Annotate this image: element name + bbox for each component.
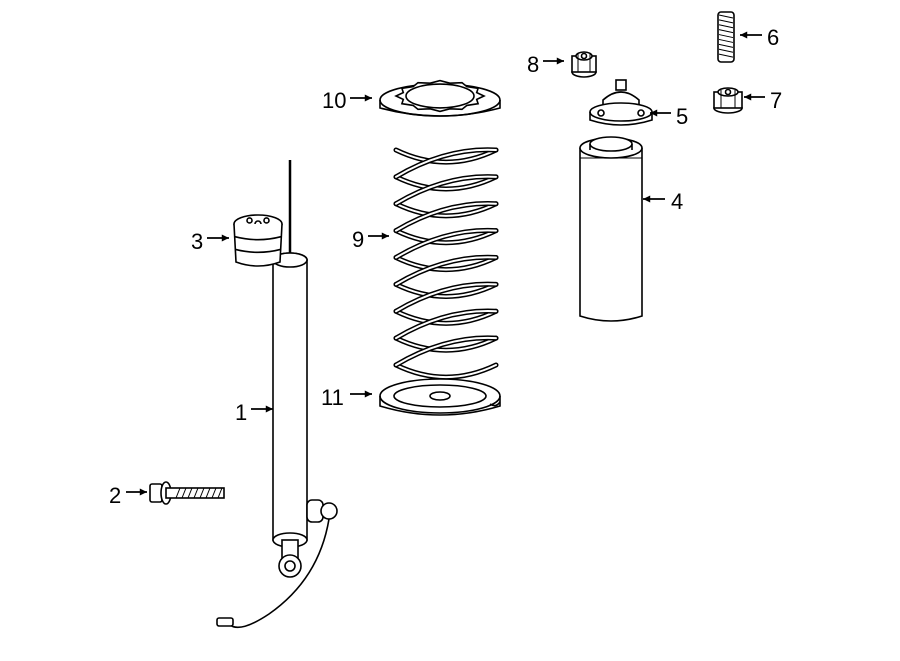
part-bump-stop: [232, 214, 284, 272]
callout-arrow-2: [116, 482, 157, 502]
part-dust-cover: [578, 136, 644, 330]
callout-arrow-4: [633, 189, 675, 209]
part-bolt: [150, 480, 240, 510]
callout-arrow-9: [358, 226, 399, 246]
part-upper-seat: [378, 72, 502, 124]
callout-arrow-8: [533, 51, 574, 71]
callout-arrow-5: [640, 103, 681, 123]
callout-arrow-6: [730, 25, 772, 45]
callout-arrow-11: [340, 384, 382, 404]
part-nut-8: [570, 50, 598, 78]
callout-arrow-10: [340, 88, 382, 108]
diagram-canvas: 1234567891011: [0, 0, 900, 661]
part-shock-absorber: [193, 160, 393, 580]
part-lower-seat: [378, 374, 502, 428]
callout-arrow-3: [197, 228, 239, 248]
callout-arrow-7: [734, 87, 775, 107]
callout-arrow-1: [241, 399, 283, 419]
part-coil-spring: [394, 140, 498, 375]
